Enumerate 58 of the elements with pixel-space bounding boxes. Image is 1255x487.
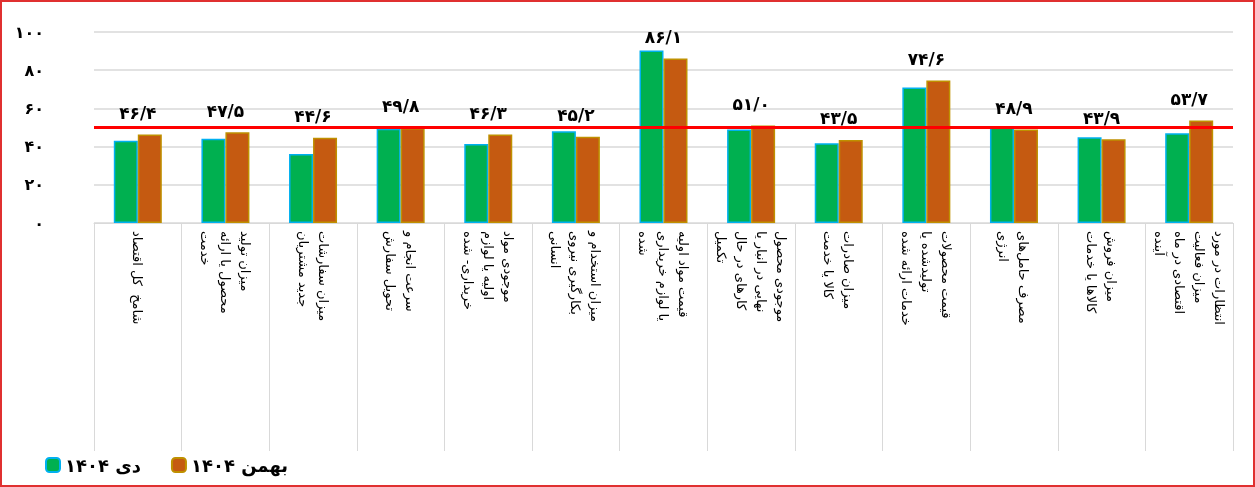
bar bbox=[1013, 129, 1038, 223]
bar bbox=[289, 154, 314, 223]
data-label: ۴۶/۴ bbox=[119, 102, 157, 123]
bar bbox=[575, 136, 600, 223]
y-tick-label: ۱۰۰ bbox=[14, 22, 44, 42]
x-tick-label: مصرف حامل‌های انرژی bbox=[995, 231, 1032, 328]
x-tick-label: میزان استخدام و بکارگیری نیروی انسانی bbox=[548, 230, 604, 327]
bar bbox=[838, 139, 863, 223]
bar bbox=[1101, 139, 1126, 223]
x-tick-label: انتظارات در مورد میزان فعالیت اقتصادی در ماه آینده bbox=[1151, 231, 1227, 330]
data-label: ۵۱/۰ bbox=[732, 94, 770, 115]
x-tick-label: میزان سفارشات جدید مشتریان bbox=[294, 231, 331, 326]
data-label: ۸۶/۱ bbox=[644, 27, 683, 48]
bar bbox=[376, 128, 401, 223]
x-tick-label: سرعت انجام و تحویل سفارش bbox=[382, 230, 419, 316]
data-label: ۴۴/۶ bbox=[294, 106, 332, 127]
bar bbox=[464, 144, 489, 223]
bar bbox=[225, 132, 250, 223]
y-tick-label: ۴۰ bbox=[24, 137, 44, 157]
y-tick-label: ۸۰ bbox=[24, 60, 44, 80]
legend-label: دی ۱۴۰۴ bbox=[65, 454, 141, 476]
bar bbox=[1077, 137, 1102, 223]
x-tick-label: میزان تولید محصول یا ارائه خدمت bbox=[197, 231, 253, 318]
bar bbox=[313, 137, 338, 223]
bar bbox=[814, 143, 839, 223]
bar bbox=[902, 87, 927, 223]
bar bbox=[137, 134, 162, 223]
x-tick-label: میزان فروش کالاها یا خدمات bbox=[1084, 231, 1120, 315]
data-label: ۷۴/۶ bbox=[907, 49, 946, 70]
x-tick-label: موجودی محصول نهایی در انبار یا کارهای در حال تکمیل bbox=[713, 231, 789, 327]
y-tick-label: ۲۰ bbox=[24, 175, 44, 195]
data-label: ۵۳/۷ bbox=[1170, 88, 1209, 109]
data-label: ۴۳/۹ bbox=[1082, 107, 1121, 128]
bar bbox=[551, 131, 576, 223]
data-label: ۴۳/۵ bbox=[820, 108, 858, 129]
x-tick-label: قیمت مواد اولیه یا لوازم خریداری شده bbox=[636, 231, 691, 326]
data-label: ۴۵/۲ bbox=[557, 105, 596, 126]
bar bbox=[113, 140, 138, 223]
data-label: ۴۷/۵ bbox=[206, 100, 245, 121]
bar bbox=[639, 50, 664, 223]
bar bbox=[663, 58, 688, 223]
bar bbox=[400, 127, 425, 223]
bar bbox=[926, 80, 951, 223]
bar bbox=[201, 138, 226, 223]
bar bbox=[727, 129, 752, 223]
data-label: ۴۶/۳ bbox=[469, 103, 508, 124]
bar bbox=[1165, 133, 1190, 223]
data-label: ۴۸/۹ bbox=[995, 98, 1034, 119]
x-tick-label: قیمت محصولات تولیدشده یا خدمات ارائه شده bbox=[897, 231, 954, 326]
bar bbox=[488, 134, 513, 223]
y-tick-label: ۰ bbox=[34, 213, 44, 233]
x-tick-label: شامخ کل اقتصاد bbox=[129, 231, 146, 325]
bar bbox=[1189, 120, 1214, 223]
data-label: ۴۹/۸ bbox=[381, 96, 420, 117]
x-tick-label: موجودی مواد اولیه یا لوازم خریداری- شده bbox=[459, 231, 516, 311]
y-tick-label: ۶۰ bbox=[24, 98, 44, 118]
legend-label: بهمن ۱۴۰۴ bbox=[190, 454, 289, 477]
x-tick-label: میزان صادرات کالا یا خدمت bbox=[821, 231, 857, 314]
